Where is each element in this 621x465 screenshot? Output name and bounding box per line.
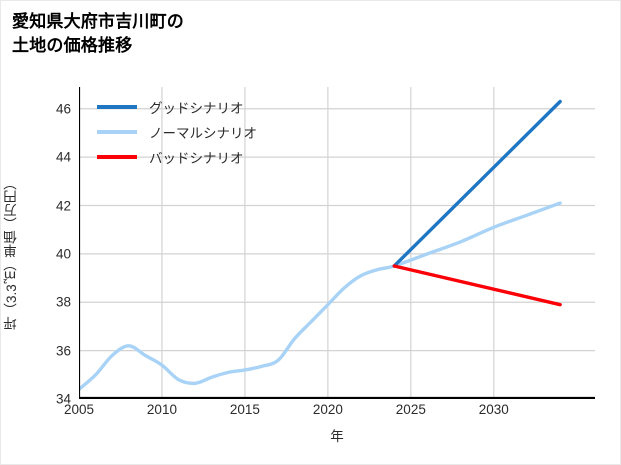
x-axis-label: 年 bbox=[330, 429, 344, 444]
y-axis-tick-label: 38 bbox=[55, 294, 71, 310]
y-axis-tick-label: 40 bbox=[55, 246, 71, 262]
y-axis-tick-label: 34 bbox=[55, 391, 71, 407]
grid-lines bbox=[79, 87, 595, 399]
chart-canvas bbox=[79, 87, 595, 399]
legend-swatch-bad-scenario bbox=[97, 155, 137, 159]
good-scenario-line bbox=[392, 99, 562, 268]
legend-item-bad-scenario[interactable]: バッドシナリオ bbox=[97, 148, 244, 166]
legend-label-bad-scenario: バッドシナリオ bbox=[149, 151, 244, 166]
x-axis-tick-label: 2030 bbox=[478, 402, 509, 417]
y-axis-tick-label: 36 bbox=[55, 343, 71, 359]
y-axis-tick-label: 46 bbox=[55, 101, 71, 117]
x-axis-tick-label: 2020 bbox=[312, 402, 343, 417]
x-axis-tick-label: 2025 bbox=[395, 402, 426, 417]
x-axis-tick-label: 2010 bbox=[146, 402, 177, 417]
y-axis-label: 坪（3.3㎡）単価（万円） bbox=[4, 176, 19, 330]
legend-item-good-scenario[interactable]: グッドシナリオ bbox=[97, 98, 244, 116]
legend-item-normal-scenario[interactable]: ノーマルシナリオ bbox=[97, 123, 257, 141]
plot-area bbox=[79, 87, 595, 399]
chart-title: 愛知県大府市吉川町の 土地の価格推移 bbox=[12, 12, 184, 56]
normal-scenario-line bbox=[79, 201, 562, 392]
y-axis-tick-label: 42 bbox=[55, 198, 71, 213]
legend-label-normal-scenario: ノーマルシナリオ bbox=[149, 126, 257, 141]
x-axis-tick-label: 2015 bbox=[229, 402, 260, 417]
series-lines bbox=[79, 99, 562, 392]
legend-swatch-good-scenario bbox=[97, 105, 137, 109]
legend-label-good-scenario: グッドシナリオ bbox=[149, 101, 244, 116]
bad-scenario-line bbox=[392, 264, 562, 307]
legend-swatch-normal-scenario bbox=[97, 130, 137, 134]
y-axis-tick-label: 44 bbox=[55, 149, 71, 165]
x-axis-tick-label: 2005 bbox=[63, 402, 95, 417]
